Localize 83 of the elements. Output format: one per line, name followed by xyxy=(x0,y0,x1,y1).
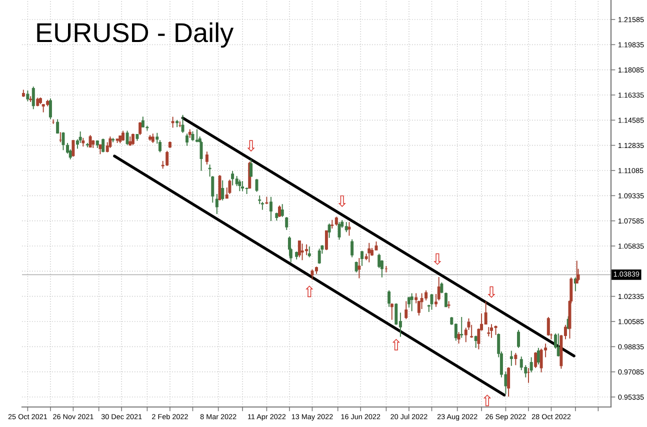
candlestick xyxy=(231,170,234,186)
annotation: ⇩ xyxy=(338,195,346,207)
candlestick xyxy=(546,316,550,336)
candlestick xyxy=(540,348,543,373)
annotation: ⇧ xyxy=(306,286,314,298)
candlestick xyxy=(410,292,414,312)
candlestick xyxy=(48,98,52,120)
candlestick xyxy=(215,194,218,214)
candlestick xyxy=(131,133,134,146)
candlestick xyxy=(457,332,460,344)
candlestick xyxy=(344,222,348,233)
candlestick xyxy=(360,250,364,266)
annotation: ⇧ xyxy=(483,394,492,406)
candlestick xyxy=(221,180,224,201)
candlestick xyxy=(196,128,198,143)
candlestick xyxy=(228,179,232,194)
candlestick xyxy=(310,269,314,280)
candlestick xyxy=(72,140,75,158)
candlestick xyxy=(470,324,474,338)
candlestick xyxy=(324,230,328,251)
text: EURUSD - Daily xyxy=(37,22,234,48)
candlestick xyxy=(250,159,253,178)
candlestick xyxy=(62,132,65,151)
candlestick xyxy=(368,242,371,263)
candlestick xyxy=(390,302,394,320)
candlestick xyxy=(517,329,520,348)
candlestick xyxy=(171,116,174,128)
candlestick xyxy=(487,326,490,337)
candlestick xyxy=(26,90,30,102)
candlestick xyxy=(32,86,35,110)
candlestick xyxy=(510,350,513,366)
candlestick xyxy=(269,196,272,222)
candlestick xyxy=(354,261,358,273)
candlestick xyxy=(166,150,169,166)
candlestick xyxy=(122,130,124,142)
candlestick xyxy=(420,292,424,310)
candlestick xyxy=(404,300,408,320)
candlestick xyxy=(298,240,301,258)
candlestick xyxy=(338,222,341,240)
candlestick xyxy=(350,238,354,258)
candlestick xyxy=(530,356,533,373)
candlestick xyxy=(238,179,242,192)
candlestick xyxy=(186,133,189,146)
candlestick xyxy=(56,118,60,134)
annotation: ⇩ xyxy=(247,140,255,152)
candlestick xyxy=(520,356,523,371)
candlestick xyxy=(218,174,222,201)
candlestick xyxy=(358,258,361,279)
candlestick xyxy=(255,178,258,192)
candlestick xyxy=(108,136,112,148)
candlestick xyxy=(241,180,244,192)
candlestick xyxy=(534,352,538,369)
candlestick xyxy=(151,133,154,144)
candlestick xyxy=(514,352,518,366)
candlestick xyxy=(328,223,331,238)
candlestick xyxy=(191,130,194,142)
candlestick xyxy=(102,138,105,153)
candlestick xyxy=(278,205,281,218)
candlestick xyxy=(88,134,92,148)
candlestick xyxy=(444,292,448,308)
candlestick xyxy=(181,114,184,134)
candlestick xyxy=(128,136,132,146)
candlestick xyxy=(285,216,288,230)
candlestick xyxy=(460,316,464,338)
candlestick xyxy=(536,347,540,365)
candlestick xyxy=(348,222,351,236)
candlestick xyxy=(280,204,284,218)
candlestick xyxy=(308,246,311,258)
candlestick xyxy=(126,130,129,146)
candlestick xyxy=(205,151,208,166)
candlestick xyxy=(388,290,391,308)
candlestick xyxy=(430,293,434,310)
candlestick xyxy=(494,325,498,336)
candlestick xyxy=(318,248,321,264)
candlestick xyxy=(138,122,142,136)
annotation: ⇩ xyxy=(488,286,496,298)
annotation: ⇩ xyxy=(434,253,442,265)
candlestick xyxy=(141,116,144,128)
annotation: ⇧ xyxy=(392,338,400,350)
candlestick xyxy=(235,176,238,187)
candlestick xyxy=(507,366,510,398)
candlestick xyxy=(394,302,398,326)
candlestick xyxy=(300,243,304,261)
